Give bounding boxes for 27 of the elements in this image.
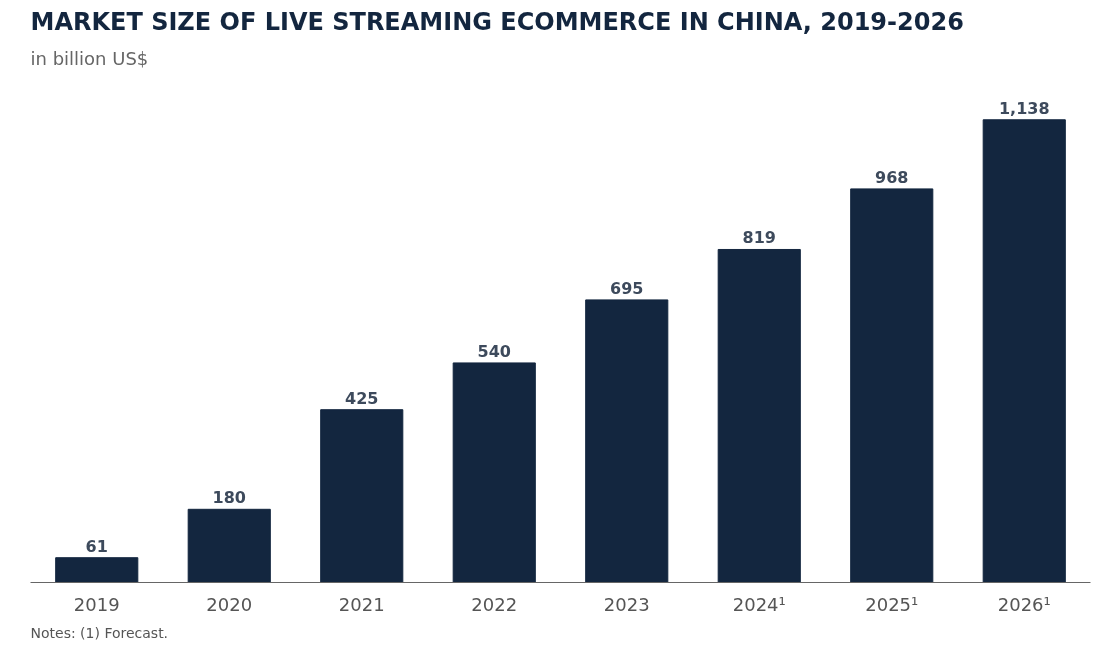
- data-label: 61: [85, 536, 108, 556]
- data-label: 540: [477, 341, 511, 361]
- bar: [452, 362, 536, 583]
- x-tick-label: 2024¹: [732, 593, 786, 615]
- x-tick-label: 2020: [206, 593, 253, 615]
- data-label: 695: [610, 278, 644, 298]
- data-label: 180: [212, 488, 246, 508]
- text: Notes: (1) Forecast.: [30, 624, 169, 641]
- x-tick-label: 2019: [73, 593, 120, 615]
- bar: [717, 248, 801, 583]
- bar: [982, 119, 1066, 583]
- bar: [585, 299, 669, 583]
- chart-title: MARKET SIZE OF LIVE STREAMING ECOMMERCE IN CHINA, 2019-2026: [30, 7, 964, 36]
- bar: [187, 508, 271, 583]
- chart-subtitle: in billion US$: [30, 47, 149, 69]
- bar: [320, 409, 404, 583]
- bar: [850, 188, 934, 583]
- data-label: 425: [345, 388, 379, 408]
- data-label: 1,138: [998, 98, 1050, 118]
- x-tick-label: 2023: [603, 593, 650, 615]
- x-tick-label: 2021: [338, 593, 385, 615]
- x-tick-label: 2026¹: [997, 593, 1051, 615]
- x-tick-label: 2025¹: [865, 593, 919, 615]
- bar: [55, 557, 139, 583]
- data-label: 819: [742, 228, 776, 248]
- data-label: 968: [875, 167, 909, 187]
- x-tick-label: 2022: [471, 593, 518, 615]
